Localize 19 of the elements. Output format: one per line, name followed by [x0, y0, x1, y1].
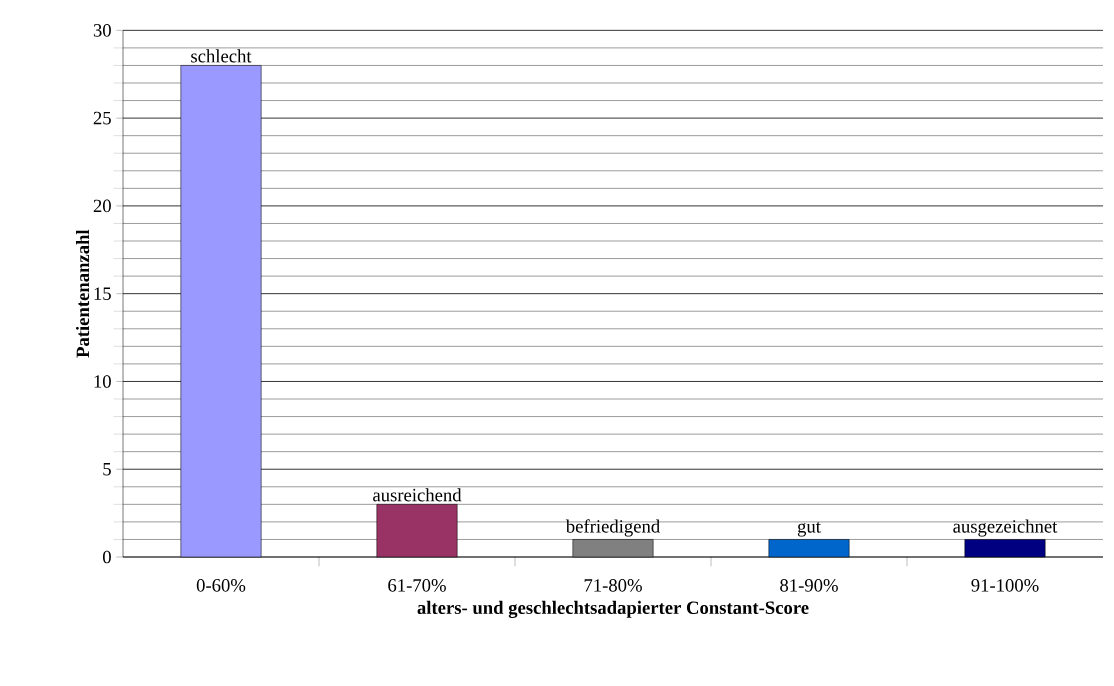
y-tick-label: 5: [103, 463, 111, 476]
annotation: gut: [797, 521, 821, 537]
x-tick-label: 71-80%: [584, 579, 642, 592]
y-tick-label: 0: [103, 550, 111, 564]
y-tick-label: 15: [94, 287, 111, 300]
x-tick-label: 81-90%: [780, 579, 838, 592]
x-tick-label: 61-70%: [388, 579, 446, 592]
y-axis-title: Patientenanzahl: [75, 229, 90, 358]
annotation: befriedigend: [565, 519, 660, 537]
y-tick-label: 10: [94, 375, 111, 388]
annotation: ausreichend: [373, 488, 462, 502]
y-tick-label: 30: [93, 24, 111, 37]
annotation: schlecht: [191, 49, 252, 63]
x-tick-label: 91-100%: [971, 579, 1039, 592]
annotation: ausgezeichnet: [953, 519, 1058, 537]
y-tick-label: 25: [93, 111, 111, 125]
y-tick-label: 20: [93, 199, 111, 213]
x-tick-label: 0-60%: [196, 579, 246, 592]
x-axis-title: alters- und geschlechtsadapierter Constant-Score: [417, 600, 809, 618]
